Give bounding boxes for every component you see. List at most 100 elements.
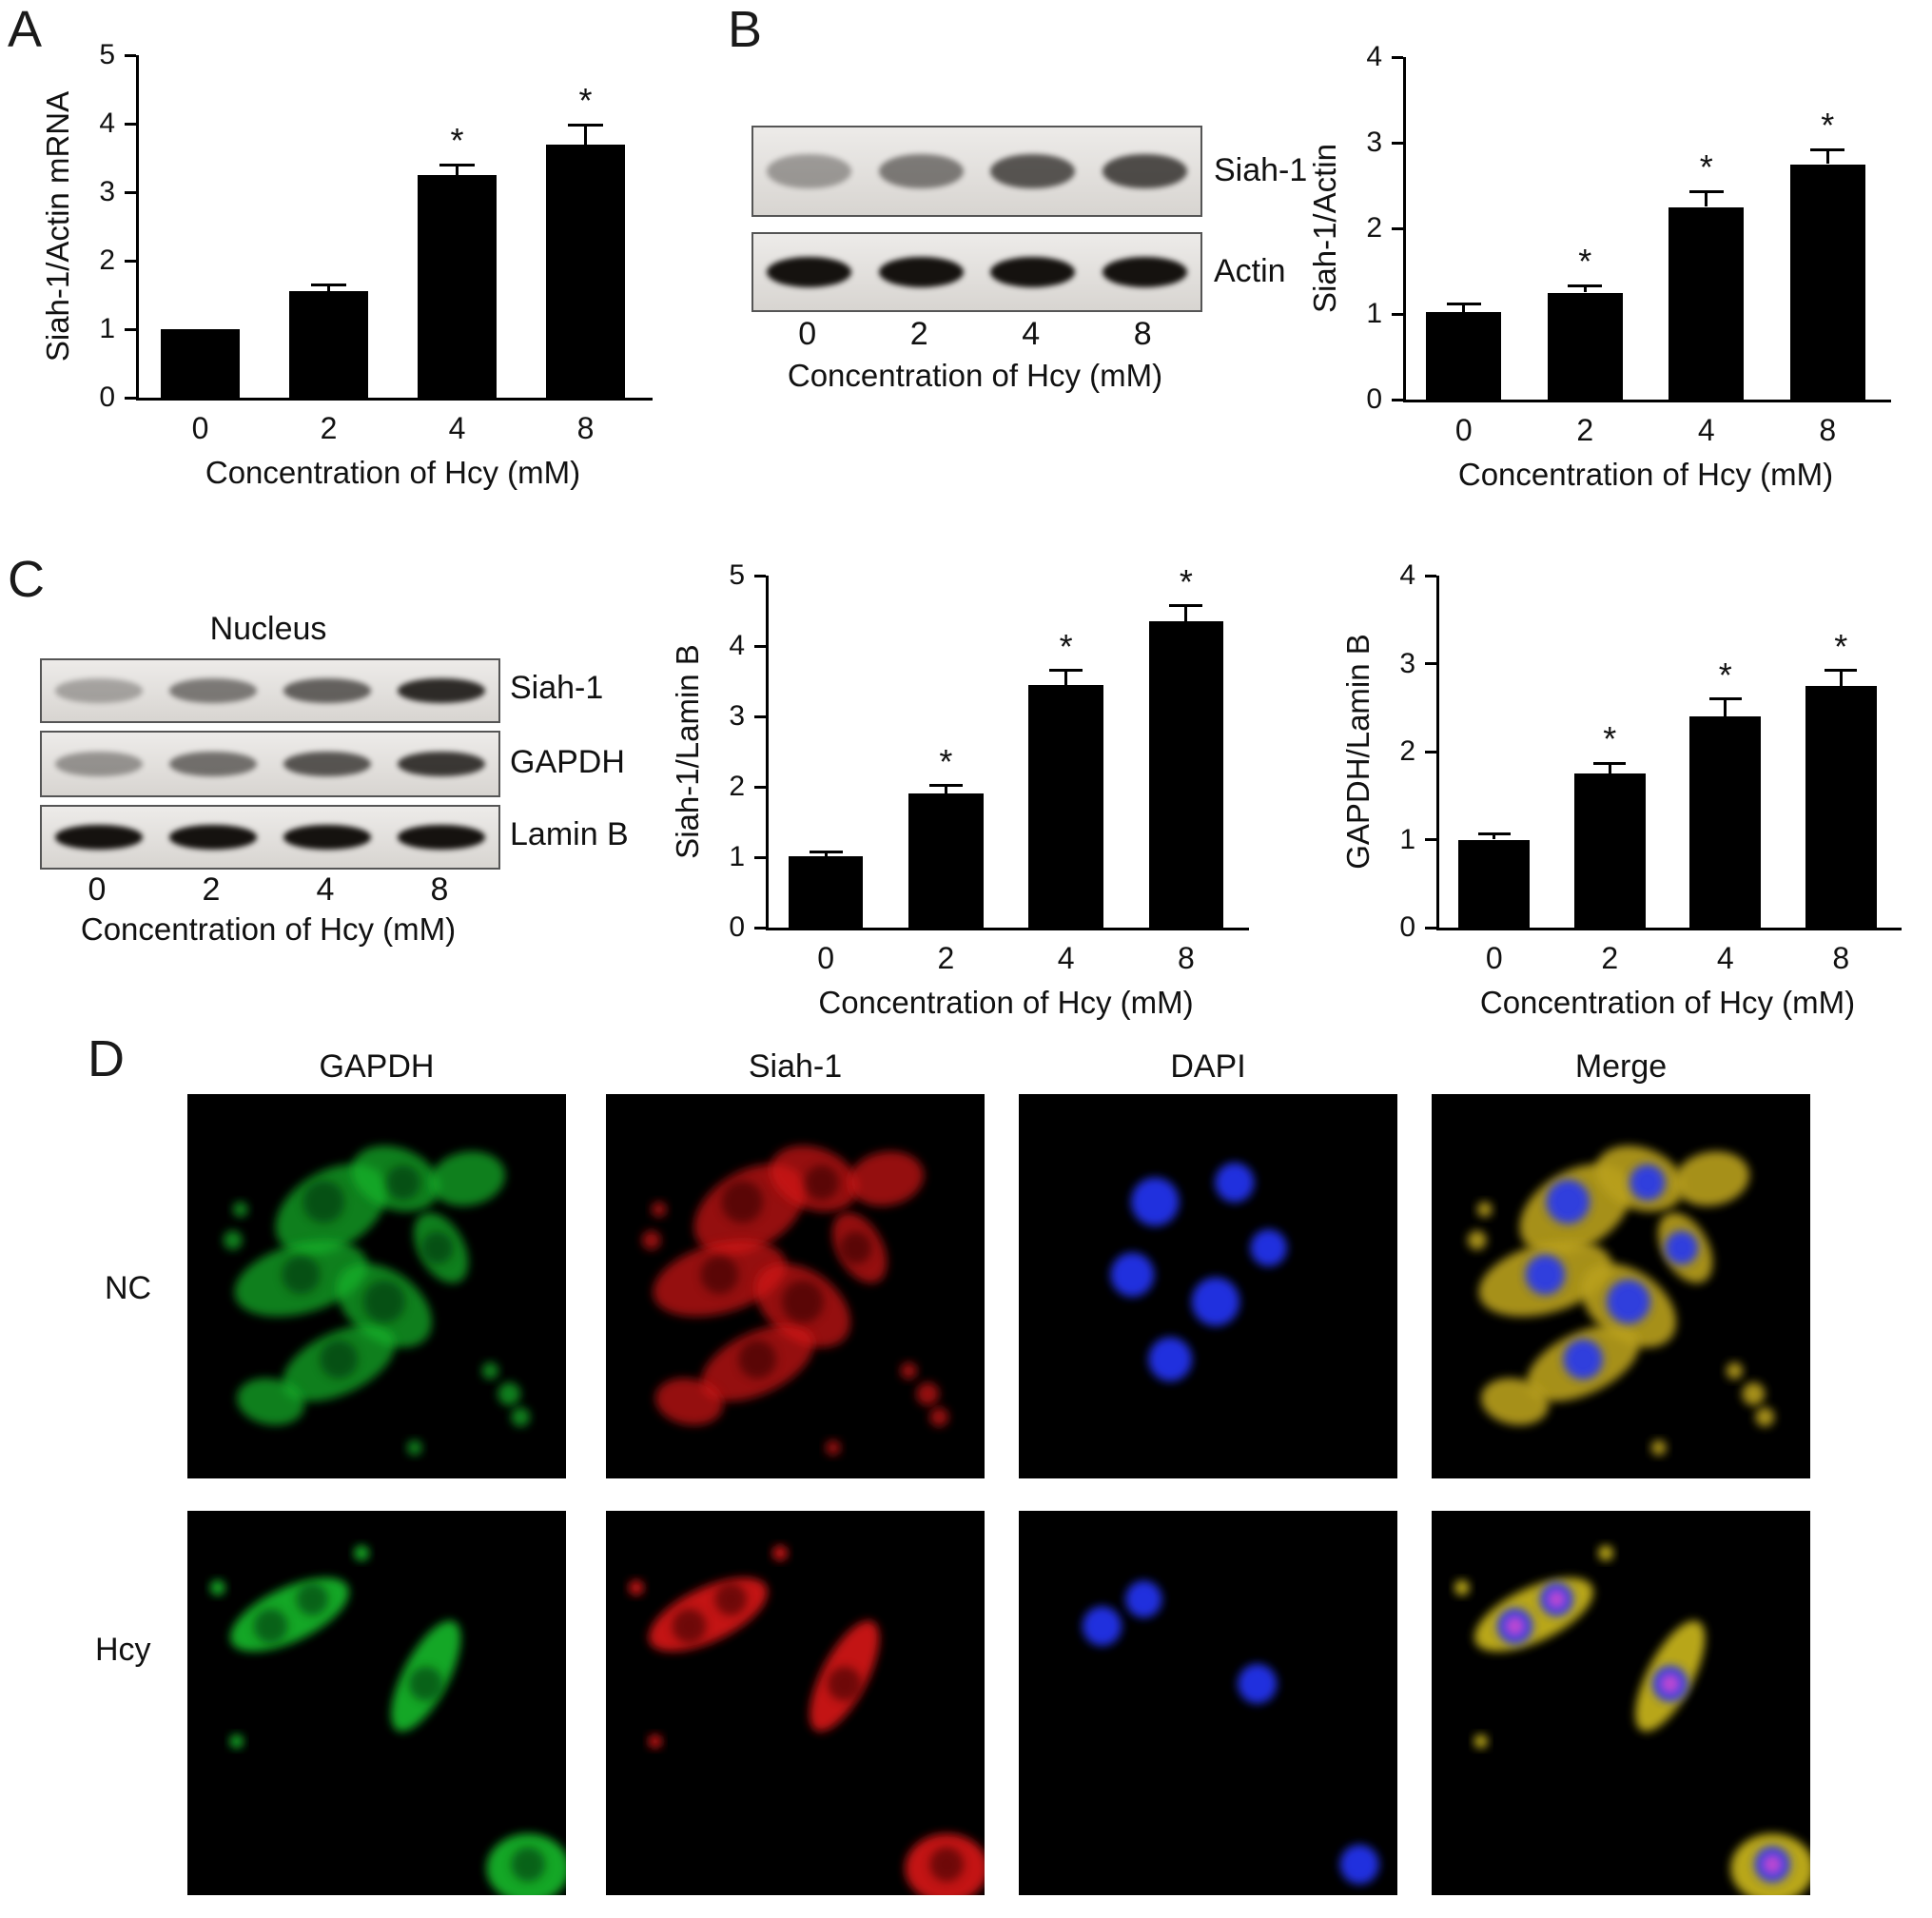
error-bar-stem — [1493, 833, 1496, 840]
significance-asterisk: * — [450, 121, 464, 161]
error-bar-stem — [1462, 303, 1466, 313]
protein-band — [283, 825, 371, 850]
significance-asterisk: * — [1603, 719, 1617, 759]
protein-band — [169, 751, 257, 777]
panel-c-siah1-bar-chart: 0 1 2 3 4 5 0 * 2 * 4 * 8 Concentration of Hcy (mM) Si… — [666, 547, 1279, 1037]
error-bar-stem — [1583, 285, 1587, 293]
protein-band — [55, 825, 143, 850]
plot-area — [766, 576, 1249, 930]
panel-b-bar-chart: 0 1 2 3 4 0 * 2 * 4 * 8 Concentration of Hcy (mM) Sia… — [1303, 29, 1922, 509]
y-tick-label: 1 — [99, 313, 115, 344]
blot-lane-labels: 0 2 4 8 — [751, 316, 1199, 353]
error-bar-cap — [1688, 189, 1724, 193]
protein-band — [990, 153, 1076, 189]
y-tick-label: 4 — [1366, 41, 1382, 72]
panel-b-label: B — [728, 1, 763, 58]
bar — [788, 855, 864, 928]
x-tick-label: 0 — [191, 411, 209, 445]
significance-asterisk: * — [578, 81, 593, 121]
protein-band — [1102, 257, 1187, 287]
x-tick-label: 8 — [1819, 413, 1837, 447]
blot-row-label-gapdh: GAPDH — [510, 744, 625, 780]
y-axis-label: GAPDH/Lamin B — [1340, 634, 1376, 870]
bar — [1148, 621, 1223, 928]
error-bar-cap — [310, 283, 347, 286]
y-tick — [125, 190, 136, 194]
error-bar-stem — [1839, 670, 1843, 686]
blot-strip-siah1 — [40, 658, 500, 723]
y-tick-label: 0 — [1366, 383, 1382, 415]
protein-band — [1102, 153, 1187, 189]
error-bar-stem — [1724, 698, 1727, 716]
protein-band — [55, 678, 143, 703]
error-bar-cap — [1708, 697, 1742, 700]
blot-strip-actin — [751, 232, 1202, 312]
bar — [908, 793, 984, 928]
y-axis-label: Siah-1/Actin — [1307, 144, 1342, 313]
blot-row-label-actin: Actin — [1214, 253, 1286, 289]
lane-label: 8 — [430, 871, 449, 908]
y-tick-label: 1 — [1366, 298, 1382, 329]
lane-label: 0 — [88, 871, 107, 908]
error-bar-stem — [824, 851, 828, 856]
protein-band — [767, 153, 852, 189]
x-tick-label: 4 — [448, 411, 466, 445]
protein-band — [283, 678, 371, 703]
significance-asterisk: * — [1578, 242, 1592, 282]
panel-b-western-blot: Siah-1 Actin 0 2 4 8 Concentration of Hc… — [751, 126, 1370, 411]
error-bar-stem — [1064, 670, 1068, 685]
bar — [1689, 716, 1762, 928]
blot-x-axis-label: Concentration of Hcy (mM) — [787, 358, 1163, 393]
x-tick-label: 4 — [1057, 941, 1075, 975]
y-tick-label: 3 — [1366, 127, 1382, 158]
bar — [288, 291, 369, 398]
lane-label: 8 — [1133, 316, 1152, 352]
lane-label: 2 — [202, 871, 221, 908]
panel-c-label: C — [8, 551, 45, 608]
y-tick — [754, 926, 766, 930]
x-tick-label: 2 — [320, 411, 338, 445]
micrograph-image — [187, 1511, 566, 1895]
y-tick-label: 4 — [99, 108, 115, 139]
error-bar-cap — [1169, 604, 1203, 608]
y-tick — [125, 53, 136, 57]
micrograph-image — [1432, 1511, 1810, 1895]
x-tick-label: 8 — [1832, 941, 1850, 975]
error-bar-cap — [567, 123, 604, 127]
error-bar-cap — [809, 850, 843, 853]
y-tick-label: 2 — [1399, 735, 1415, 767]
significance-asterisk: * — [1179, 561, 1193, 601]
protein-band — [878, 153, 964, 189]
error-bar-cap — [1593, 761, 1627, 765]
protein-band — [398, 751, 485, 777]
lane-label: 4 — [1022, 316, 1041, 352]
blot-strip-laminb — [40, 805, 500, 870]
y-tick — [1392, 141, 1403, 145]
x-axis-label: Concentration of Hcy (mM) — [205, 455, 581, 490]
x-tick-label: 2 — [937, 941, 955, 975]
error-bar-cap — [928, 784, 963, 788]
y-tick-label: 3 — [1399, 647, 1415, 679]
panel-c-western-blot: Nucleus Siah-1 GAPDH Lamin B 0 2 4 8 Con… — [40, 609, 687, 961]
x-tick-label: 0 — [817, 941, 835, 975]
y-tick — [125, 396, 136, 400]
y-tick — [125, 327, 136, 331]
y-tick-label: 1 — [729, 841, 745, 872]
micrograph-nc-dapi — [1019, 1094, 1397, 1478]
error-bar-cap — [1825, 669, 1858, 673]
micrograph-image — [1019, 1511, 1397, 1895]
blot-strip-siah1 — [751, 126, 1202, 217]
error-bar-stem — [1608, 763, 1611, 774]
y-tick-label: 2 — [1366, 212, 1382, 244]
panel-d-label: D — [88, 1030, 125, 1087]
y-tick — [754, 574, 766, 577]
error-bar-cap — [1810, 147, 1845, 151]
plot-area — [1403, 57, 1891, 402]
bar — [1426, 312, 1502, 400]
plot-area — [136, 55, 653, 401]
y-tick — [1425, 574, 1436, 577]
error-bar-stem — [944, 785, 947, 794]
y-tick-label: 0 — [729, 911, 745, 943]
bar — [1669, 206, 1745, 400]
x-tick-label: 4 — [1697, 413, 1715, 447]
